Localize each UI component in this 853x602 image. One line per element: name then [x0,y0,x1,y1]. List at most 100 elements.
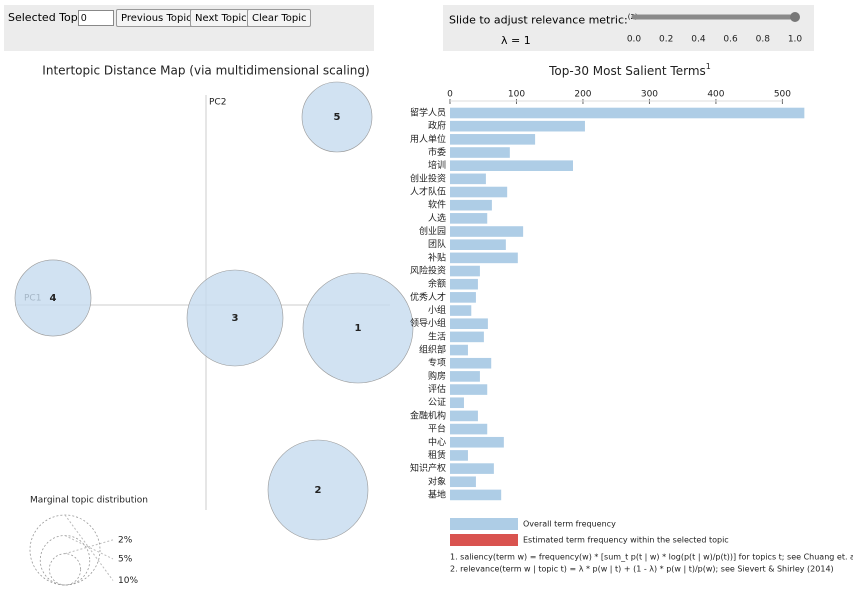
relevance-controls [443,5,814,51]
term-label: 中心 [428,436,446,448]
bar [450,410,478,422]
term-label: 团队 [428,238,446,250]
size-legend-circle [29,514,101,586]
topic-input[interactable] [78,10,114,26]
term-label: 创业投资 [410,172,446,184]
slider-tick-label: 0.2 [659,35,673,45]
term-label: 基地 [428,488,446,500]
bar [450,371,480,382]
bar [450,265,480,277]
term-label: 评估 [428,383,446,395]
slider-tick-label: 0.6 [723,35,738,45]
term-label: 市委 [428,146,446,158]
term-label: 人选 [428,212,446,224]
bar [450,344,468,356]
lambda-label: λ = 1 [501,34,531,47]
bar [450,160,573,171]
bar [450,489,502,501]
bar-title-note: 1 [706,62,711,71]
term-label: 购房 [428,370,446,382]
topic-label: 5 [334,112,341,123]
bar [450,450,468,461]
bar [450,120,585,132]
term-label: 小组 [428,304,446,316]
term-label: 余额 [428,278,446,290]
slider-tick-label: 0.4 [691,35,706,45]
bar [450,463,494,474]
bar [450,397,464,409]
topic-bubble [14,259,92,337]
term-label: 用人单位 [410,133,446,145]
slider-knob [790,12,800,22]
bar [450,305,472,316]
size-legend-circle [39,535,91,586]
clear-button[interactable]: Clear Topic [247,9,312,27]
footnote: 1. saliency(term w) = frequency(w) * [su… [450,553,853,562]
bar [450,357,492,369]
term-label: 平台 [428,423,446,435]
x-tick-label: 0 [447,90,453,100]
term-label: 补贴 [428,251,446,263]
topic-bubble [302,272,414,384]
slider-tick-label: 0.0 [627,35,642,45]
term-label: 风险投资 [410,265,446,277]
topic-bubble [186,269,284,367]
bar [450,331,484,343]
bar [450,384,488,395]
term-label: 创业园 [419,225,446,237]
legend-label: Estimated term frequency within the sele… [523,536,729,545]
slider-label-text: Slide to adjust relevance metric: [449,13,628,27]
term-label: 培训 [428,159,446,171]
bar-title: Top-30 Most Salient Terms1 [548,62,711,78]
term-label: 公证 [428,397,446,408]
size-legend-circle [48,553,82,586]
size-legend-title: Marginal topic distribution [30,496,148,506]
bar [450,436,504,448]
term-label: 优秀人才 [410,291,446,303]
map-title: Intertopic Distance Map (via multidimens… [42,64,369,78]
term-label: 金融机构 [410,409,446,421]
topic-bubble [301,81,373,153]
bar [450,476,476,488]
bar [450,252,518,264]
topic-label: 2 [315,485,322,496]
term-label: 组织部 [419,344,446,356]
bar [450,107,805,119]
x-tick-label: 500 [774,90,791,100]
footnote: 2. relevance(term w | topic t) = λ * p(w… [450,565,834,574]
bar [450,292,476,303]
topic-label: 4 [50,293,57,304]
size-legend-label: 2% [118,535,133,545]
term-label: 租赁 [428,449,446,461]
legend-swatch [450,534,518,546]
term-label: 对象 [428,475,446,487]
term-label: 政府 [428,120,446,132]
legend-swatch [450,518,518,530]
bar-title-text: Top-30 Most Salient Terms [548,64,706,78]
bar [450,423,488,435]
bar [450,147,510,158]
size-legend-label: 10% [118,576,138,586]
bar [450,199,492,211]
term-label: 领导小组 [410,317,446,329]
term-label: 人才队伍 [410,186,446,198]
size-legend-leader [64,535,114,560]
term-label: 生活 [428,330,446,342]
term-label: 留学人员 [410,107,446,119]
x-tick-label: 300 [641,90,658,100]
bar [450,318,488,330]
legend-label: Overall term frequency [523,520,616,529]
x-tick-label: 200 [574,90,591,100]
size-legend-leader [64,514,114,581]
bar [450,186,508,198]
bar [450,278,478,290]
selected-topic-label: Selected Topic: [8,11,91,24]
term-label: 专项 [428,357,446,369]
topic-label: 1 [355,323,362,334]
size-legend-label: 5% [118,554,133,564]
bar [450,213,488,224]
size-legend-leader [64,539,114,555]
term-label: 知识产权 [410,462,446,474]
